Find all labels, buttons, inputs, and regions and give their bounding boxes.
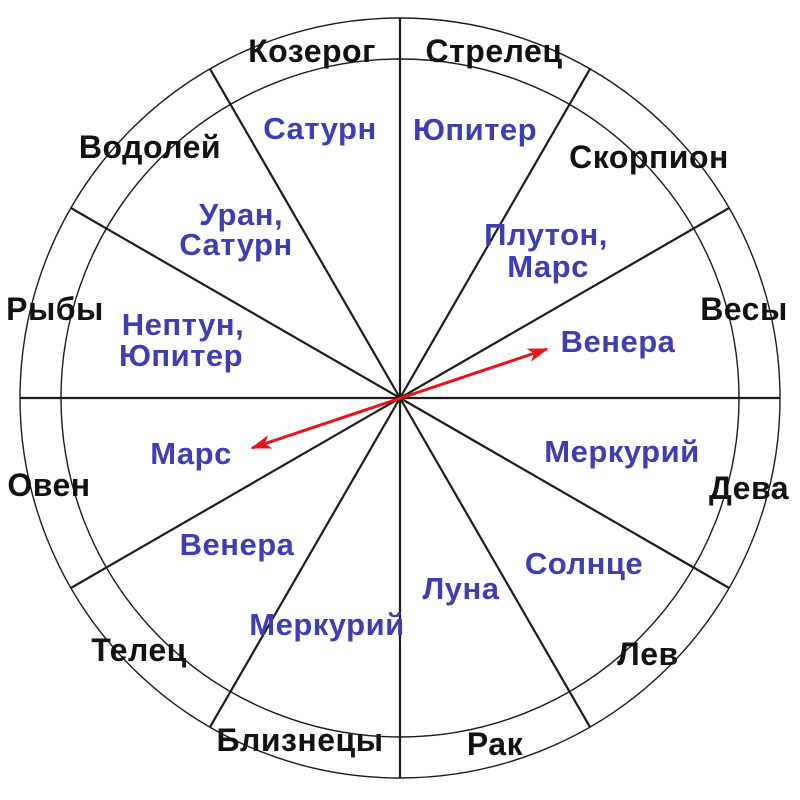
sign-label-sagittarius: Стрелец	[426, 33, 563, 69]
planet-label-taurus-venus: Венера	[180, 527, 295, 562]
sign-label-leo: Лев	[617, 636, 678, 672]
sign-labels: Овен Телец Близнецы Рак Лев Дева Весы Ск…	[6, 33, 789, 762]
sign-label-cancer: Рак	[467, 726, 524, 762]
planet-label-aquarius-saturn: Сатурн	[179, 227, 292, 262]
mars-venus-arrow	[250, 347, 549, 450]
planet-label-sagittarius-jupiter: Юпитер	[413, 112, 537, 147]
sign-label-aries: Овен	[7, 467, 90, 503]
planet-label-cancer-moon: Луна	[423, 571, 500, 606]
sign-label-pisces: Рыбы	[6, 291, 104, 327]
planet-labels: Марс Венера Меркурий Луна Солнце Меркури…	[119, 111, 699, 642]
sign-label-aquarius: Водолей	[79, 129, 221, 165]
sign-label-capricorn: Козерог	[248, 33, 376, 69]
sign-label-scorpio: Скорпион	[569, 139, 729, 175]
planet-label-leo-sun: Солнце	[525, 546, 643, 581]
sector-line-120deg	[209, 68, 401, 399]
planet-label-aries-mars: Марс	[150, 436, 232, 471]
planet-label-pisces-neptune: Нептун,	[122, 307, 244, 342]
planet-label-capricorn-saturn: Сатурн	[263, 111, 376, 146]
planet-label-gemini-mercury: Меркурий	[249, 607, 404, 642]
sign-label-virgo: Дева	[709, 470, 789, 506]
sector-line-240deg	[209, 397, 401, 728]
sign-label-gemini: Близнецы	[216, 722, 383, 758]
sign-label-libra: Весы	[700, 291, 788, 327]
planet-label-scorpio-mars: Марс	[507, 249, 589, 284]
sign-label-taurus: Телец	[91, 632, 187, 668]
planet-label-libra-venus: Венера	[561, 324, 676, 359]
sector-line-300deg	[399, 397, 591, 728]
planet-label-scorpio-pluto: Плутон,	[484, 217, 608, 252]
planet-label-virgo-mercury: Меркурий	[544, 434, 699, 469]
planet-label-pisces-jupiter: Юпитер	[119, 338, 243, 373]
planet-label-aquarius-uranus: Уран,	[199, 197, 283, 232]
sector-line-60deg	[399, 68, 591, 399]
